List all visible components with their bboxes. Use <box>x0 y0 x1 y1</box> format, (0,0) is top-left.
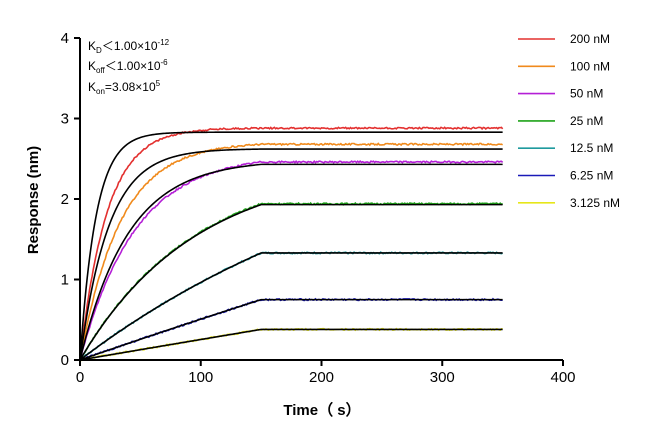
legend-label-2: 100 nM <box>570 59 610 73</box>
series-line-100-nM <box>79 142 503 360</box>
fit-line-3 <box>79 163 503 361</box>
fit-line-1 <box>79 131 503 361</box>
legend: 200 nM 100 nM 50 nM 25 nM 12.5 nM 6.25 nM 3.12… <box>518 32 620 210</box>
curves-layer <box>79 126 504 362</box>
series-line-25-nM <box>79 201 504 361</box>
y-axis-title: Response (nm) <box>25 146 42 254</box>
x-axis-title: Time（ s） <box>283 401 360 419</box>
annotation-block: KD＜1.00×10-12 Koff＜1.00×10-6 Kon=3.08×10… <box>88 38 170 96</box>
y-tick-label-2: 2 <box>61 191 69 208</box>
x-tick-label-100: 100 <box>188 369 213 386</box>
axes-layer: 0 100 200 300 400 0 1 2 3 4 <box>61 30 576 386</box>
legend-label-5: 12.5 nM <box>570 141 613 155</box>
series-line-200-nM <box>79 126 504 361</box>
x-tick-label-400: 400 <box>550 369 575 386</box>
kd-annotation: KD＜1.00×10-12 <box>88 38 170 55</box>
legend-label-6: 6.25 nM <box>570 169 613 183</box>
y-tick-label-1: 1 <box>61 272 69 289</box>
legend-label-4: 25 nM <box>570 114 603 128</box>
fit-line-6 <box>79 298 503 361</box>
legend-label-3: 50 nM <box>570 87 603 101</box>
legend-label-1: 200 nM <box>570 32 610 46</box>
fit-line-2 <box>79 148 503 361</box>
kon-annotation: Kon=3.08×105 <box>88 79 161 96</box>
fit-line-5 <box>79 252 503 361</box>
legend-label-7: 3.125 nM <box>570 196 620 210</box>
series-line-50-nM <box>79 160 504 361</box>
fit-line-4 <box>79 203 503 361</box>
x-tick-label-0: 0 <box>76 369 84 386</box>
koff-annotation: Koff＜1.00×10-6 <box>88 58 168 75</box>
y-tick-label-3: 3 <box>61 111 69 128</box>
y-tick-label-4: 4 <box>61 30 69 47</box>
series-line-12-5-nM <box>79 251 503 361</box>
x-tick-label-300: 300 <box>430 369 455 386</box>
series-line-3-125-nM <box>79 327 503 362</box>
y-tick-label-0: 0 <box>61 352 69 369</box>
fit-line-7 <box>79 328 503 361</box>
x-tick-label-200: 200 <box>309 369 334 386</box>
